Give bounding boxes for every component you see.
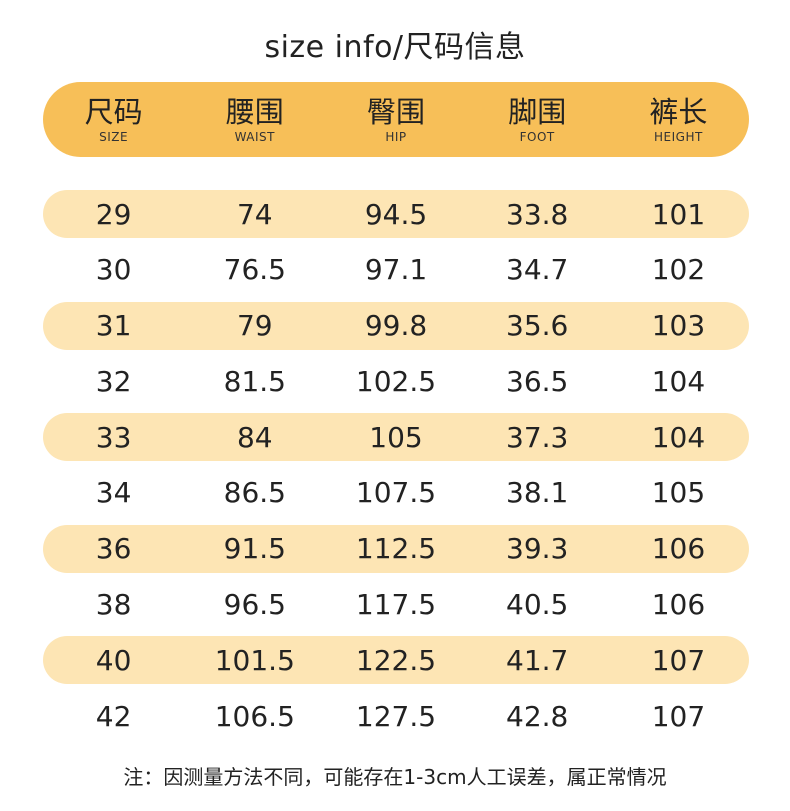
cell-size: 38 <box>95 588 132 622</box>
table-row: 36 91.5 112.5 39.3 106 <box>43 524 749 573</box>
header-label-cn: 臀围 <box>367 94 426 129</box>
cell-height: 107 <box>651 699 706 733</box>
cell-waist: 106.5 <box>214 699 295 733</box>
measurement-note: 注：因测量方法不同，可能存在1-3cm人工误差，属正常情况 <box>123 765 667 789</box>
cell-waist: 84 <box>236 420 273 454</box>
header-cell-size: 尺码 SIZE <box>43 95 184 145</box>
cell-size: 33 <box>95 420 132 454</box>
cell-size: 32 <box>95 364 132 398</box>
header-label-en: HIP <box>385 129 407 144</box>
header-label-en: SIZE <box>99 129 129 144</box>
cell-height: 106 <box>651 532 706 566</box>
header-cell-waist: 腰围 WAIST <box>184 95 325 145</box>
table-row: 33 84 105 37.3 104 <box>43 413 749 462</box>
cell-foot: 40.5 <box>506 588 569 622</box>
cell-hip: 107.5 <box>355 476 437 510</box>
cell-size: 42 <box>95 699 132 733</box>
cell-foot: 33.8 <box>506 197 569 231</box>
cell-hip: 127.5 <box>355 699 437 733</box>
cell-hip: 97.1 <box>364 253 428 287</box>
cell-hip: 122.5 <box>355 643 437 677</box>
cell-size: 31 <box>95 309 132 343</box>
table-row: 31 79 99.8 35.6 103 <box>43 301 749 350</box>
cell-hip: 94.5 <box>364 197 428 231</box>
cell-size: 34 <box>95 476 132 510</box>
cell-hip: 117.5 <box>355 588 437 622</box>
cell-waist: 101.5 <box>214 643 295 677</box>
cell-hip: 105 <box>369 420 423 454</box>
cell-height: 101 <box>651 197 706 231</box>
cell-foot: 41.7 <box>506 643 569 677</box>
header-label-en: WAIST <box>234 129 275 144</box>
cell-foot: 38.1 <box>506 476 569 510</box>
cell-height: 104 <box>651 364 706 398</box>
size-table-body: 29 74 94.5 33.8 101 30 76.5 97.1 34.7 102 31 79 99.8… <box>43 190 749 748</box>
table-row: 29 74 94.5 33.8 101 <box>43 190 749 238</box>
cell-foot: 37.3 <box>506 420 569 454</box>
cell-height: 102 <box>651 253 706 287</box>
header-label-cn: 腰围 <box>225 94 284 129</box>
cell-size: 40 <box>95 643 132 677</box>
header-cell-height: 裤长 HEIGHT <box>608 95 749 145</box>
table-row: 42 106.5 127.5 42.8 107 <box>43 692 749 740</box>
header-label-en: FOOT <box>519 129 555 144</box>
cell-waist: 79 <box>236 309 273 343</box>
cell-foot: 35.6 <box>506 309 569 343</box>
cell-height: 104 <box>651 420 706 454</box>
cell-height: 106 <box>651 588 706 622</box>
cell-waist: 96.5 <box>223 588 286 622</box>
cell-foot: 42.8 <box>506 699 569 733</box>
table-row: 32 81.5 102.5 36.5 104 <box>43 357 749 405</box>
cell-foot: 39.3 <box>506 532 569 566</box>
cell-waist: 86.5 <box>223 476 286 510</box>
cell-waist: 76.5 <box>223 253 286 287</box>
cell-hip: 99.8 <box>364 309 428 343</box>
cell-size: 29 <box>95 197 132 231</box>
cell-hip: 102.5 <box>355 364 437 398</box>
cell-waist: 81.5 <box>223 364 286 398</box>
cell-height: 107 <box>651 643 706 677</box>
table-row: 40 101.5 122.5 41.7 107 <box>43 636 749 685</box>
cell-size: 36 <box>95 532 132 566</box>
page-title: size info/尺码信息 <box>264 30 526 65</box>
cell-hip: 112.5 <box>355 532 437 566</box>
header-cell-foot: 脚围 FOOT <box>467 95 608 145</box>
cell-size: 30 <box>95 253 132 287</box>
cell-waist: 74 <box>236 197 273 231</box>
table-row: 38 96.5 117.5 40.5 106 <box>43 581 749 629</box>
header-cell-hip: 臀围 HIP <box>325 95 466 145</box>
cell-height: 103 <box>651 309 706 343</box>
table-row: 34 86.5 107.5 38.1 105 <box>43 469 749 517</box>
cell-waist: 91.5 <box>223 532 286 566</box>
cell-foot: 36.5 <box>506 364 569 398</box>
header-label-cn: 尺码 <box>84 94 143 129</box>
cell-foot: 34.7 <box>506 253 569 287</box>
cell-height: 105 <box>651 476 706 510</box>
table-header: 尺码 SIZE 腰围 WAIST 臀围 HIP 脚围 FOOT 裤长 HEIGH… <box>43 82 749 157</box>
table-row: 30 76.5 97.1 34.7 102 <box>43 246 749 294</box>
header-label-en: HEIGHT <box>654 129 703 144</box>
header-label-cn: 脚围 <box>508 94 567 129</box>
header-label-cn: 裤长 <box>649 94 708 129</box>
